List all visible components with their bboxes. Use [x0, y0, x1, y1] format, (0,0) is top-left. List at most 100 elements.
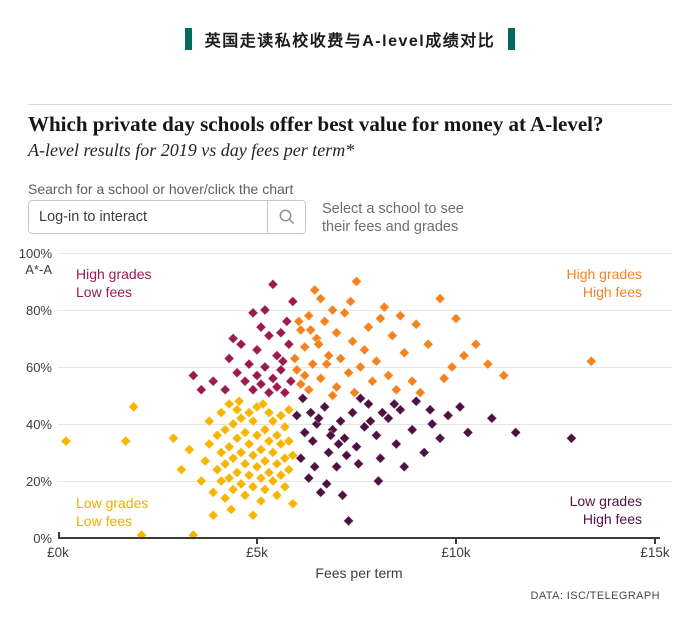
- data-point[interactable]: [257, 398, 269, 410]
- data-point[interactable]: [259, 424, 271, 436]
- data-point[interactable]: [305, 407, 317, 419]
- data-point[interactable]: [283, 464, 295, 476]
- data-point[interactable]: [585, 355, 597, 367]
- data-point[interactable]: [195, 384, 207, 396]
- data-point[interactable]: [303, 310, 315, 322]
- data-point[interactable]: [239, 489, 251, 501]
- data-point[interactable]: [247, 384, 259, 396]
- data-point[interactable]: [275, 438, 287, 450]
- data-point[interactable]: [275, 469, 287, 481]
- data-point[interactable]: [167, 432, 179, 444]
- data-point[interactable]: [347, 335, 359, 347]
- data-point[interactable]: [235, 447, 247, 458]
- data-point[interactable]: [482, 358, 494, 370]
- data-point[interactable]: [271, 381, 283, 393]
- data-point[interactable]: [291, 409, 303, 421]
- data-point[interactable]: [313, 338, 325, 350]
- data-point[interactable]: [422, 338, 434, 350]
- data-point[interactable]: [372, 475, 384, 487]
- data-point[interactable]: [325, 429, 337, 441]
- data-point[interactable]: [450, 313, 462, 325]
- data-point[interactable]: [297, 392, 309, 404]
- data-point[interactable]: [243, 438, 255, 450]
- data-point[interactable]: [398, 347, 410, 359]
- data-point[interactable]: [406, 375, 418, 387]
- data-point[interactable]: [255, 472, 267, 484]
- data-point[interactable]: [331, 381, 343, 393]
- data-point[interactable]: [271, 350, 283, 362]
- data-point[interactable]: [247, 481, 259, 493]
- data-point[interactable]: [315, 372, 327, 384]
- data-point[interactable]: [309, 284, 321, 296]
- data-point[interactable]: [376, 407, 388, 419]
- data-point[interactable]: [287, 295, 299, 307]
- data-point[interactable]: [510, 427, 522, 439]
- data-point[interactable]: [235, 338, 247, 350]
- data-point[interactable]: [211, 429, 223, 441]
- data-point[interactable]: [470, 338, 482, 350]
- data-point[interactable]: [374, 452, 386, 464]
- search-button[interactable]: [267, 201, 305, 233]
- data-point[interactable]: [390, 384, 402, 396]
- data-point[interactable]: [251, 370, 263, 382]
- data-point[interactable]: [362, 321, 374, 333]
- data-point[interactable]: [277, 355, 289, 367]
- data-point[interactable]: [203, 415, 215, 427]
- data-point[interactable]: [454, 401, 466, 413]
- data-point[interactable]: [243, 358, 255, 370]
- data-point[interactable]: [337, 489, 349, 501]
- data-point[interactable]: [231, 466, 243, 478]
- data-point[interactable]: [462, 427, 474, 439]
- data-point[interactable]: [315, 293, 327, 305]
- data-point[interactable]: [263, 435, 275, 447]
- data-point[interactable]: [354, 361, 366, 373]
- data-point[interactable]: [339, 307, 351, 319]
- data-point[interactable]: [362, 398, 374, 410]
- data-point[interactable]: [426, 418, 438, 430]
- data-point[interactable]: [295, 378, 307, 390]
- data-point[interactable]: [271, 429, 283, 441]
- data-point[interactable]: [275, 409, 287, 421]
- data-point[interactable]: [279, 421, 291, 433]
- data-point[interactable]: [225, 504, 237, 515]
- data-point[interactable]: [398, 461, 410, 473]
- data-point[interactable]: [323, 447, 335, 458]
- data-point[interactable]: [247, 307, 259, 319]
- data-point[interactable]: [279, 481, 291, 493]
- data-point[interactable]: [345, 295, 357, 307]
- data-point[interactable]: [279, 452, 291, 464]
- data-point[interactable]: [251, 344, 263, 356]
- data-point[interactable]: [347, 407, 359, 419]
- data-point[interactable]: [565, 432, 577, 444]
- data-point[interactable]: [281, 315, 293, 327]
- data-point[interactable]: [327, 390, 339, 401]
- data-point[interactable]: [215, 407, 227, 419]
- data-point[interactable]: [287, 498, 299, 510]
- data-point[interactable]: [271, 489, 283, 501]
- data-point[interactable]: [233, 395, 245, 407]
- data-point[interactable]: [267, 278, 279, 290]
- data-point[interactable]: [259, 484, 271, 496]
- data-point[interactable]: [263, 330, 275, 342]
- data-point[interactable]: [295, 324, 307, 336]
- data-point[interactable]: [235, 412, 247, 424]
- data-point[interactable]: [195, 475, 207, 487]
- data-point[interactable]: [219, 384, 231, 396]
- data-point[interactable]: [215, 447, 227, 458]
- data-point[interactable]: [305, 324, 317, 336]
- data-point[interactable]: [341, 449, 353, 461]
- data-point[interactable]: [275, 327, 287, 339]
- data-point[interactable]: [259, 455, 271, 467]
- data-point[interactable]: [247, 449, 259, 461]
- data-point[interactable]: [199, 455, 211, 467]
- data-point[interactable]: [219, 424, 231, 436]
- data-point[interactable]: [259, 361, 271, 373]
- data-point[interactable]: [299, 370, 311, 382]
- data-point[interactable]: [319, 401, 331, 413]
- data-point[interactable]: [352, 458, 364, 470]
- data-point[interactable]: [223, 472, 235, 484]
- data-point[interactable]: [299, 341, 311, 353]
- data-point[interactable]: [303, 472, 315, 484]
- data-point[interactable]: [227, 418, 239, 430]
- data-point[interactable]: [307, 358, 319, 370]
